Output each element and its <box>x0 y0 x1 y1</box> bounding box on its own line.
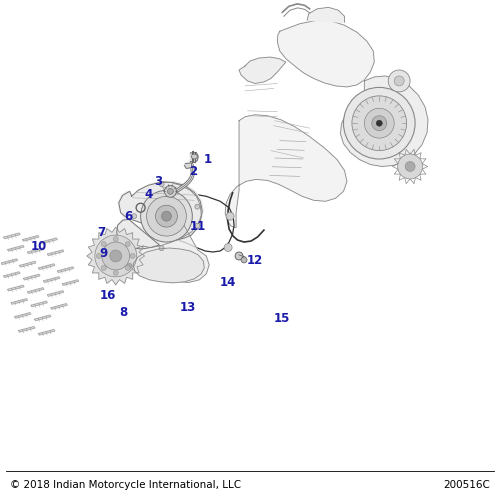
Polygon shape <box>239 57 286 84</box>
Polygon shape <box>11 298 28 304</box>
Polygon shape <box>20 262 36 267</box>
Circle shape <box>235 252 243 260</box>
Circle shape <box>110 250 122 262</box>
Polygon shape <box>58 267 74 272</box>
Polygon shape <box>22 236 39 241</box>
Text: 9: 9 <box>99 248 108 260</box>
Text: 2: 2 <box>189 165 197 178</box>
Circle shape <box>140 190 192 242</box>
Polygon shape <box>44 277 60 282</box>
Polygon shape <box>116 182 202 249</box>
Text: 16: 16 <box>100 289 116 302</box>
Circle shape <box>394 76 404 86</box>
Circle shape <box>398 154 422 179</box>
Text: 6: 6 <box>124 210 132 222</box>
Circle shape <box>102 266 106 270</box>
Polygon shape <box>51 304 68 309</box>
Circle shape <box>376 120 382 126</box>
Polygon shape <box>133 248 204 283</box>
Text: 10: 10 <box>30 240 47 252</box>
Polygon shape <box>190 152 198 162</box>
Text: 14: 14 <box>220 276 236 289</box>
Text: 8: 8 <box>119 306 128 318</box>
Ellipse shape <box>192 154 198 159</box>
Circle shape <box>195 224 200 228</box>
Text: 13: 13 <box>180 300 196 314</box>
Text: 4: 4 <box>144 188 152 201</box>
Circle shape <box>168 188 173 194</box>
Polygon shape <box>18 326 35 332</box>
Circle shape <box>241 257 247 263</box>
Circle shape <box>159 182 164 186</box>
Circle shape <box>224 244 232 252</box>
Polygon shape <box>184 163 192 168</box>
Circle shape <box>405 162 415 172</box>
Circle shape <box>344 88 415 159</box>
Circle shape <box>95 235 136 277</box>
Circle shape <box>132 214 136 218</box>
Circle shape <box>159 246 164 250</box>
Polygon shape <box>225 115 347 228</box>
Polygon shape <box>340 76 428 166</box>
Text: 1: 1 <box>204 153 212 166</box>
Circle shape <box>125 242 130 246</box>
Polygon shape <box>1 259 18 264</box>
Text: 12: 12 <box>247 254 263 268</box>
Circle shape <box>125 266 130 270</box>
Text: 200516C: 200516C <box>443 480 490 490</box>
Circle shape <box>195 204 200 209</box>
Polygon shape <box>278 20 374 87</box>
Polygon shape <box>128 182 209 282</box>
Polygon shape <box>28 288 44 294</box>
Text: 7: 7 <box>97 226 105 239</box>
Text: 3: 3 <box>154 175 162 188</box>
Polygon shape <box>41 238 58 244</box>
Text: 11: 11 <box>190 220 206 232</box>
Circle shape <box>127 264 132 268</box>
Polygon shape <box>8 246 24 251</box>
Polygon shape <box>307 8 344 22</box>
Polygon shape <box>8 285 24 291</box>
Circle shape <box>162 211 172 221</box>
Polygon shape <box>48 250 64 256</box>
Circle shape <box>146 196 186 236</box>
Circle shape <box>364 108 394 138</box>
Circle shape <box>102 242 130 270</box>
Polygon shape <box>14 312 31 318</box>
Text: © 2018 Indian Motorcycle International, LLC: © 2018 Indian Motorcycle International, … <box>10 480 241 490</box>
Circle shape <box>114 236 118 242</box>
Polygon shape <box>38 330 55 335</box>
Polygon shape <box>34 315 51 320</box>
Text: 15: 15 <box>274 312 290 325</box>
Polygon shape <box>62 280 78 285</box>
Polygon shape <box>48 290 64 296</box>
Circle shape <box>114 270 118 276</box>
Circle shape <box>164 186 176 198</box>
Polygon shape <box>87 227 144 285</box>
Circle shape <box>96 254 102 258</box>
Circle shape <box>156 206 178 227</box>
Polygon shape <box>28 248 44 254</box>
Circle shape <box>226 212 234 220</box>
Polygon shape <box>38 264 55 270</box>
Polygon shape <box>31 301 48 306</box>
Circle shape <box>372 116 386 130</box>
Polygon shape <box>4 233 20 238</box>
Polygon shape <box>4 272 20 278</box>
Circle shape <box>352 96 406 150</box>
Polygon shape <box>24 274 40 280</box>
Circle shape <box>388 70 410 92</box>
Circle shape <box>130 254 135 258</box>
Circle shape <box>102 242 106 246</box>
Polygon shape <box>118 182 204 246</box>
